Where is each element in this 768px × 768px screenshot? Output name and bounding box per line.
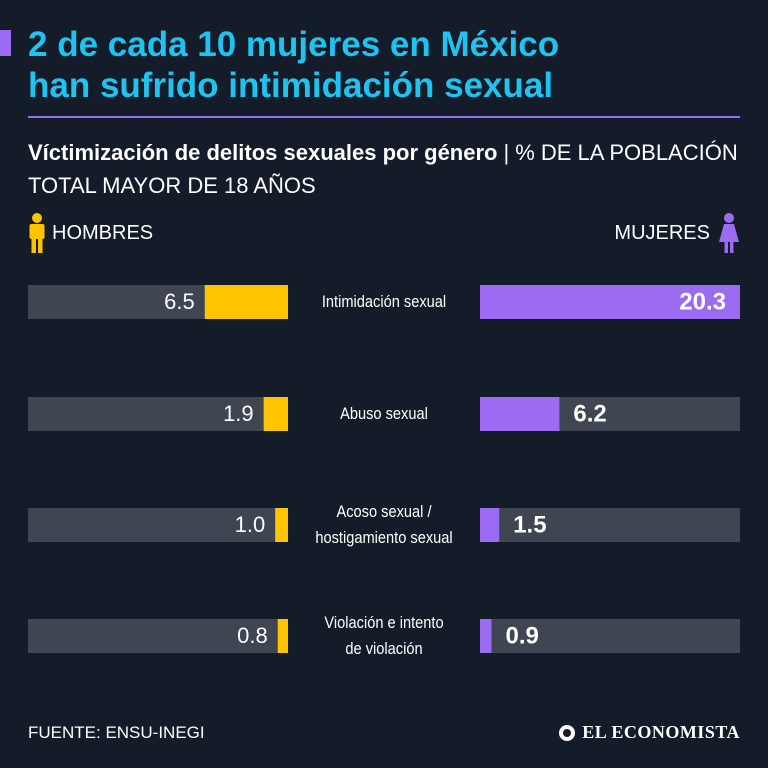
subtitle-bold: Víctimización de delitos sexuales por gé… <box>28 140 498 165</box>
category-label-line2: hostigamiento sexual <box>315 528 453 547</box>
man-icon <box>29 213 45 253</box>
women-bar-0 <box>480 285 740 319</box>
category-label-line1: Abuso sexual <box>340 404 428 423</box>
women-value-label-2: 1.5 <box>513 511 546 538</box>
men-track-3 <box>28 619 288 653</box>
women-bar-2 <box>480 508 500 542</box>
brand-logo: EL ECONOMISTA <box>559 722 740 743</box>
women-value-label-1: 6.2 <box>573 400 606 427</box>
headline-line-2: han sufrido intimidación sexual <box>28 66 554 105</box>
men-value-label-2: 1.0 <box>235 512 266 537</box>
category-label-1: Abuso sexual <box>302 401 465 427</box>
men-bar-1 <box>263 397 288 431</box>
women-value-label-3: 0.9 <box>506 622 539 649</box>
woman-icon <box>719 213 739 253</box>
men-value-label-1: 1.9 <box>223 401 254 426</box>
women-track-3 <box>480 619 740 653</box>
women-track-2 <box>480 508 740 542</box>
category-label-2: Acoso sexual / hostigamiento sexual <box>302 499 465 551</box>
legend-men: HOMBRES <box>28 212 153 254</box>
economista-logo-icon <box>559 724 576 741</box>
category-label-0: Intimidación sexual <box>302 289 465 315</box>
legend-women-label: MUJERES <box>614 221 710 244</box>
chart-subtitle: Víctimización de delitos sexuales por gé… <box>28 136 744 202</box>
men-value-label-0: 6.5 <box>164 289 195 314</box>
men-track-1 <box>28 397 288 431</box>
women-bar-3 <box>480 619 492 653</box>
women-bar-1 <box>480 397 560 431</box>
category-label-line1: Violación e intento <box>324 613 444 632</box>
source-note: FUENTE: ENSU-INEGI <box>28 723 205 742</box>
subtitle-unit: % DE LA POBLACIÓN TOTAL MAYOR DE 18 AÑOS <box>28 140 738 198</box>
subtitle-separator: | <box>503 140 510 165</box>
men-track-2 <box>28 508 288 542</box>
category-label-3: Violación e intento de violación <box>302 610 465 662</box>
men-bar-3 <box>277 619 288 653</box>
men-value-label-3: 0.8 <box>237 623 268 648</box>
title-accent-mark <box>0 30 11 56</box>
men-bar-0 <box>204 285 288 319</box>
brand-name: EL ECONOMISTA <box>582 722 740 742</box>
category-label-line1: Intimidación sexual <box>321 292 447 311</box>
legend-men-label: HOMBRES <box>52 221 154 244</box>
headline-line-1: 2 de cada 10 mujeres en México <box>28 25 560 64</box>
page-title: 2 de cada 10 mujeres en México han sufri… <box>28 24 748 106</box>
category-label-line2: de violación <box>345 639 423 658</box>
title-divider <box>28 116 740 118</box>
category-label-line1: Acoso sexual / <box>336 502 432 521</box>
men-bar-2 <box>275 508 288 542</box>
women-value-label-0: 20.3 <box>679 288 726 315</box>
legend-women: MUJERES <box>614 212 740 254</box>
